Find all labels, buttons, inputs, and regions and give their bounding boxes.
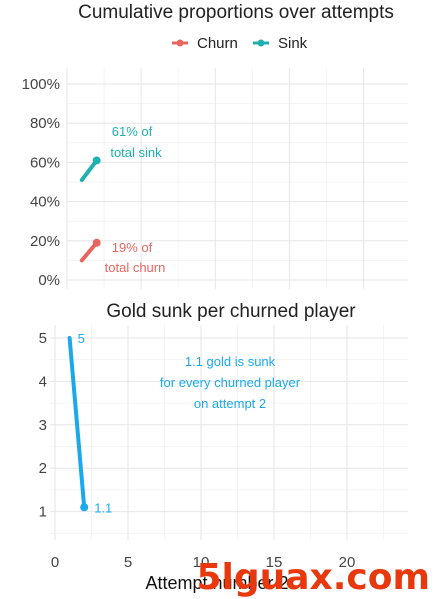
legend-label-sink: Sink (278, 35, 308, 52)
panel-1-series (79, 156, 101, 263)
gold-series-endpoint (80, 503, 89, 512)
panel-2-x-ticks: 0 5 10 15 20 (51, 554, 356, 571)
series-endpoint-churn (92, 238, 101, 247)
p2-x-tick-label: 20 (339, 554, 356, 571)
p1-y-tick-label: 0% (38, 272, 60, 289)
annotation-line-2: for every churned player (160, 375, 301, 390)
p2-y-tick-label: 5 (39, 330, 47, 347)
annotation-sink-line-1: 61% of (112, 124, 153, 139)
legend: Churn Sink (172, 35, 308, 52)
p2-y-tick-label: 3 (39, 417, 47, 434)
series-line-sink (79, 158, 99, 183)
p2-y-tick-label: 2 (39, 460, 47, 477)
legend-label-churn: Churn (197, 35, 238, 52)
annotation-churn-line-1: 19% of (112, 240, 153, 255)
p2-x-tick-label: 10 (193, 554, 210, 571)
panel-2-y-ticks: 1 2 3 4 5 (39, 330, 47, 521)
panel-2-annotation: 1.1 gold is sunk for every churned playe… (160, 354, 301, 411)
data-label: 1.1 (94, 500, 112, 515)
p2-y-tick-label: 1 (39, 504, 47, 521)
gold-series-line (67, 336, 87, 510)
chart-title-1: Cumulative proportions over attempts (78, 2, 394, 23)
watermark-logo: 5lguax.com (196, 557, 430, 598)
panel-cumulative: Cumulative proportions over attempts Chu… (22, 2, 408, 289)
legend-marker-churn (176, 39, 184, 47)
chart-title-2: Gold sunk per churned player (106, 301, 356, 322)
panel-2-gridlines (50, 325, 408, 540)
data-label: 5 (78, 331, 85, 346)
p1-y-tick-label: 80% (30, 115, 60, 132)
legend-marker-sink (257, 39, 265, 47)
panel-2-series: 51.1 (67, 331, 112, 515)
x-axis-label: Attempt number 2 (145, 573, 288, 593)
panel-1-y-ticks: 0% 20% 40% 60% 80% 100% (22, 76, 60, 289)
annotation-line-3: on attempt 2 (194, 396, 266, 411)
panel-1-annotations: 61% of total sink 19% of total churn (105, 124, 166, 275)
p1-y-tick-label: 60% (30, 154, 60, 171)
annotation-sink-line-2: total sink (110, 145, 162, 160)
panel-1-gridlines (66, 68, 408, 289)
series-endpoint-sink (92, 156, 101, 165)
annotation-line-1: 1.1 gold is sunk (185, 354, 276, 369)
p2-x-tick-label: 5 (124, 554, 132, 571)
panel-gold-sunk: Gold sunk per churned player 1 2 3 4 5 0 5 10 1… (39, 301, 408, 593)
p1-y-tick-label: 100% (22, 76, 60, 93)
p2-x-tick-label: 0 (51, 554, 59, 571)
p1-y-tick-label: 20% (30, 233, 60, 250)
p2-x-tick-label: 15 (266, 554, 283, 571)
p2-y-tick-label: 4 (39, 373, 47, 390)
p1-y-tick-label: 40% (30, 194, 60, 211)
annotation-churn-line-2: total churn (105, 260, 166, 275)
